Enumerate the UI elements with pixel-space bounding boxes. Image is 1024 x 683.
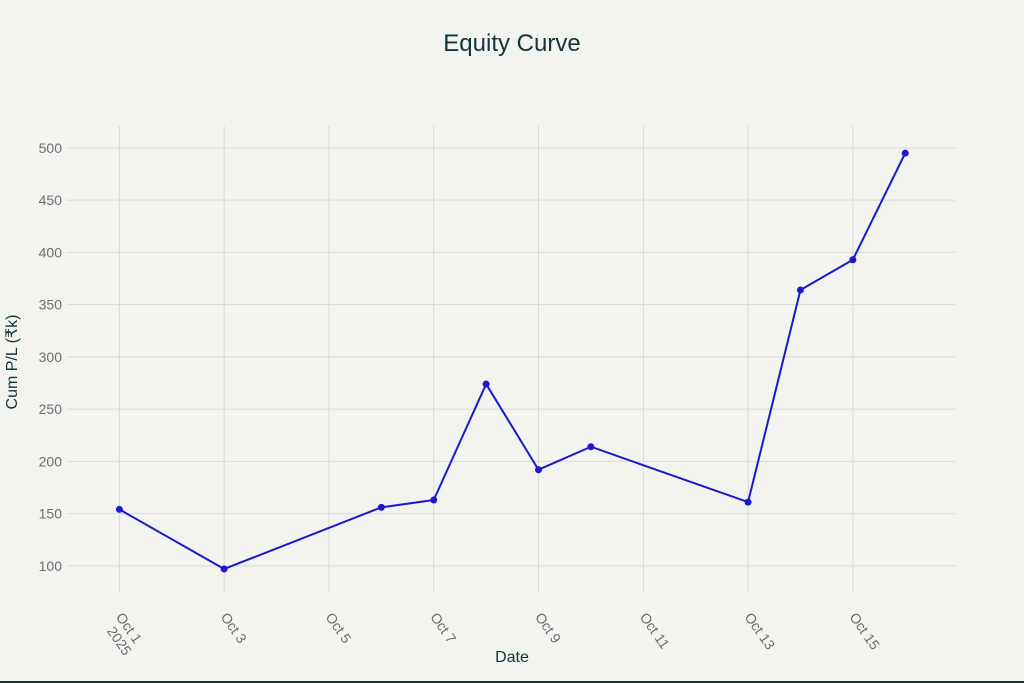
y-tick-label: 300 bbox=[39, 349, 63, 365]
y-tick-label: 450 bbox=[39, 192, 63, 208]
data-point[interactable] bbox=[220, 565, 228, 573]
data-point[interactable] bbox=[377, 503, 385, 511]
x-tick-label: Oct 3 bbox=[218, 610, 250, 647]
y-tick-label: 350 bbox=[39, 297, 63, 313]
grid bbox=[67, 126, 955, 593]
y-tick-label: 100 bbox=[39, 558, 63, 574]
y-tick-label: 150 bbox=[39, 506, 63, 522]
data-point[interactable] bbox=[901, 149, 909, 157]
y-axis-title: Cum P/L (₹k) bbox=[4, 315, 21, 410]
data-point[interactable] bbox=[482, 380, 490, 388]
chart-title: Equity Curve bbox=[443, 30, 580, 57]
data-point[interactable] bbox=[115, 505, 123, 513]
x-tick-label: Oct 13 bbox=[742, 610, 779, 653]
x-tick-label: Oct 15 bbox=[846, 610, 883, 653]
x-tick-label: Oct 7 bbox=[427, 610, 459, 647]
data-point[interactable] bbox=[430, 496, 438, 504]
y-tick-label: 400 bbox=[39, 244, 63, 260]
data-point[interactable] bbox=[796, 286, 804, 294]
x-tick-label: Oct 9 bbox=[532, 610, 564, 647]
data-point[interactable] bbox=[849, 256, 857, 264]
data-point[interactable] bbox=[744, 498, 752, 506]
x-tick-label: Oct 5 bbox=[322, 610, 354, 647]
x-axis-title: Date bbox=[495, 649, 529, 666]
data-point[interactable] bbox=[587, 443, 595, 451]
y-tick-label: 500 bbox=[39, 140, 63, 156]
series-line bbox=[118, 152, 907, 570]
y-tick-label: 200 bbox=[39, 453, 63, 469]
y-axis-ticks: 100 150 200 250 300 350 400 450 500 bbox=[39, 140, 63, 574]
series-group bbox=[115, 149, 909, 573]
y-tick-label: 250 bbox=[39, 401, 63, 417]
data-point[interactable] bbox=[535, 466, 543, 474]
x-tick-label: Oct 11 bbox=[637, 610, 673, 652]
